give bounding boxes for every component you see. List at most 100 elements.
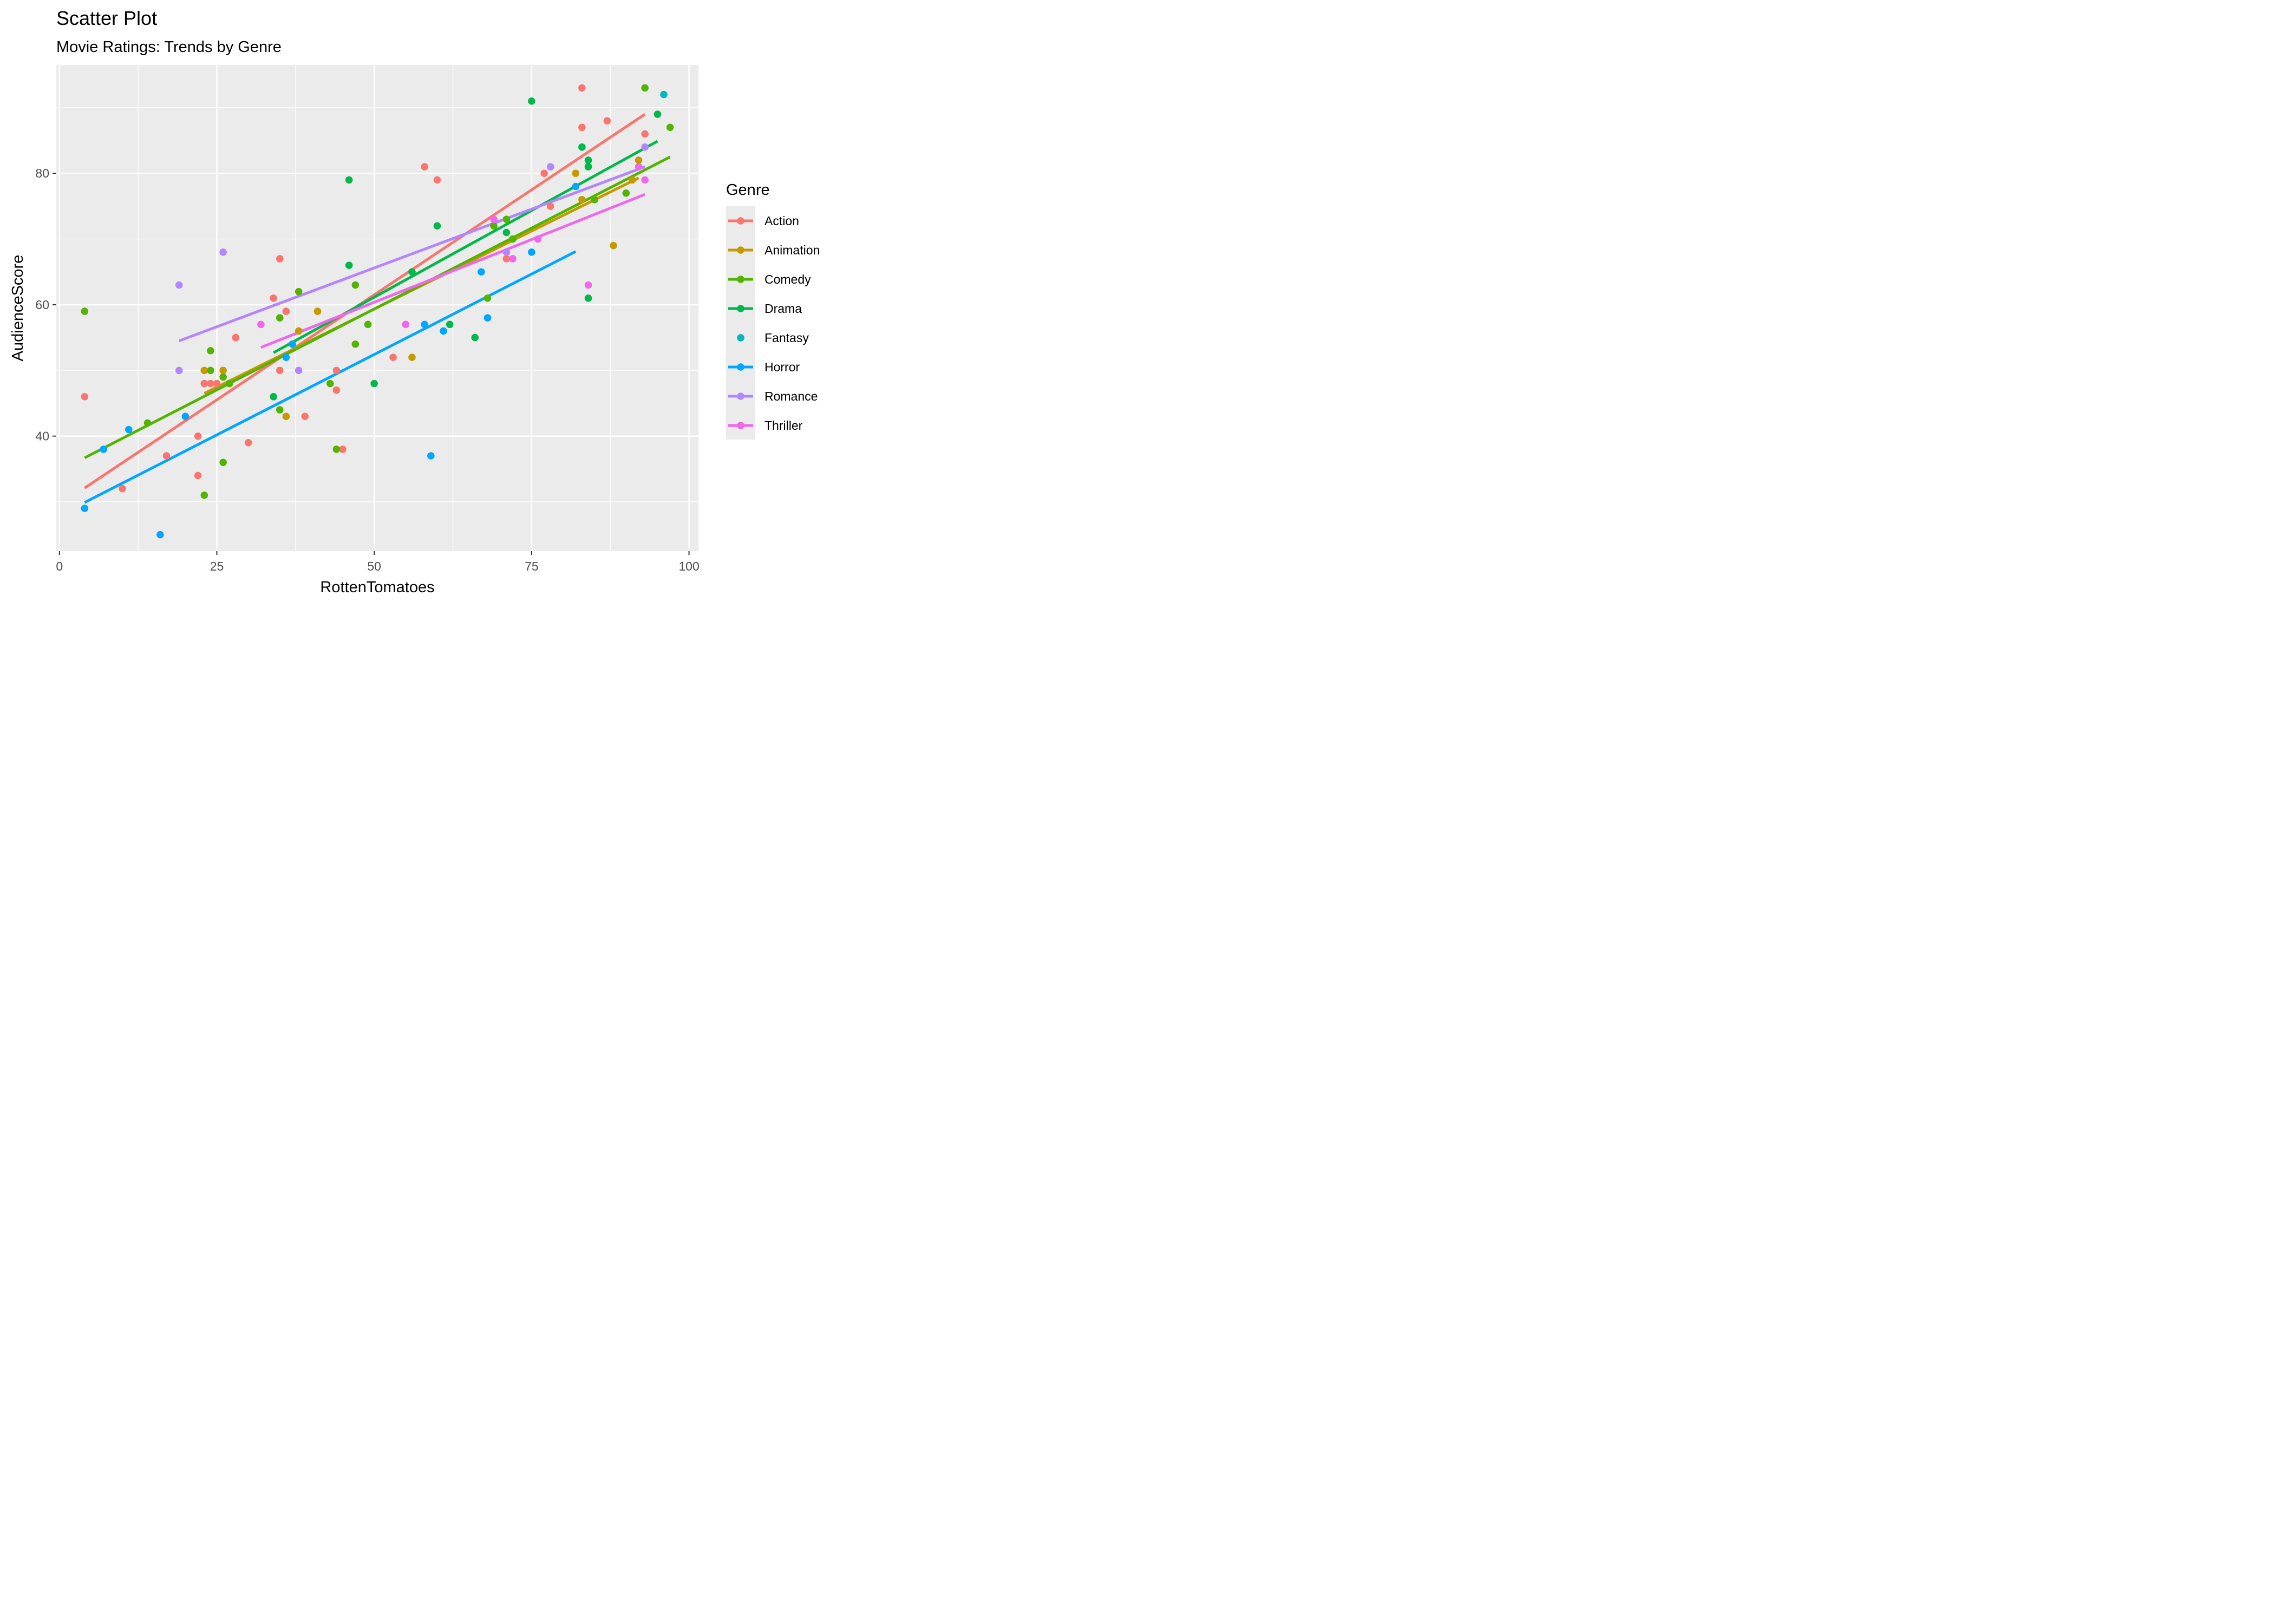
point-drama bbox=[408, 268, 416, 276]
x-tick-label: 100 bbox=[678, 559, 699, 573]
x-axis: 0 25 50 75 100 bbox=[56, 551, 700, 573]
point-thriller bbox=[584, 281, 592, 289]
legend-label-thriller: Thriller bbox=[764, 418, 803, 433]
point-comedy bbox=[351, 340, 360, 348]
legend-label-horror: Horror bbox=[764, 360, 800, 374]
point-animation bbox=[408, 353, 416, 361]
point-action bbox=[276, 255, 284, 263]
point-drama bbox=[370, 379, 378, 388]
point-horror bbox=[572, 182, 580, 191]
point-comedy bbox=[276, 314, 284, 322]
point-horror bbox=[483, 314, 492, 322]
point-action bbox=[194, 432, 202, 440]
legend-label-comedy: Comedy bbox=[764, 272, 811, 286]
point-comedy bbox=[207, 366, 214, 375]
chart-title: Scatter Plot bbox=[56, 7, 157, 29]
point-action bbox=[213, 379, 221, 388]
point-drama bbox=[584, 294, 592, 302]
point-animation bbox=[295, 327, 303, 335]
point-action bbox=[276, 366, 284, 375]
point-drama bbox=[528, 97, 535, 105]
x-tick-label: 25 bbox=[210, 559, 224, 573]
x-axis-title: RottenTomatoes bbox=[320, 579, 434, 596]
point-animation bbox=[629, 176, 636, 184]
point-comedy bbox=[276, 406, 284, 414]
point-thriller bbox=[635, 163, 643, 171]
point-action bbox=[301, 412, 309, 421]
point-comedy bbox=[207, 347, 214, 355]
point-romance bbox=[175, 281, 183, 289]
legend-title: Genre bbox=[726, 181, 770, 199]
point-comedy bbox=[219, 459, 227, 466]
point-horror bbox=[181, 412, 190, 421]
point-action bbox=[578, 123, 586, 132]
point-animation bbox=[572, 169, 580, 178]
point-romance bbox=[175, 366, 183, 375]
point-action bbox=[502, 255, 511, 263]
point-drama bbox=[584, 163, 592, 171]
legend: Genre Action Animation Comedy Drama Fantasy H… bbox=[726, 181, 820, 440]
point-action bbox=[332, 386, 341, 394]
point-thriller bbox=[534, 235, 542, 243]
x-tick-label: 0 bbox=[56, 559, 63, 573]
legend-key-background bbox=[726, 206, 755, 440]
y-axis: 40 60 80 bbox=[35, 166, 56, 443]
point-comedy bbox=[351, 281, 360, 289]
point-animation bbox=[282, 412, 290, 421]
point-action bbox=[421, 163, 429, 171]
point-comedy bbox=[225, 379, 233, 388]
point-thriller bbox=[641, 176, 649, 184]
legend-key-point-romance bbox=[737, 392, 744, 400]
legend-label-drama: Drama bbox=[764, 302, 802, 316]
point-action bbox=[162, 452, 171, 460]
point-animation bbox=[578, 195, 586, 204]
point-animation bbox=[313, 307, 322, 315]
point-comedy bbox=[509, 235, 517, 243]
legend-label-animation: Animation bbox=[764, 243, 820, 257]
legend-key-point-fantasy bbox=[737, 334, 744, 342]
point-drama bbox=[471, 333, 479, 342]
point-drama bbox=[584, 156, 592, 164]
point-horror bbox=[427, 452, 435, 460]
point-romance bbox=[295, 366, 303, 375]
trendline-thriller bbox=[260, 193, 646, 349]
point-drama bbox=[433, 222, 441, 230]
legend-key-point-thriller bbox=[737, 422, 744, 429]
point-drama bbox=[502, 228, 511, 237]
point-horror bbox=[81, 505, 89, 512]
point-comedy bbox=[591, 195, 598, 204]
point-horror bbox=[100, 446, 108, 453]
trendline-romance bbox=[178, 165, 646, 343]
point-action bbox=[81, 393, 89, 401]
x-tick-label: 75 bbox=[525, 559, 539, 573]
point-action bbox=[540, 169, 548, 178]
point-action bbox=[641, 130, 649, 138]
point-romance bbox=[219, 248, 227, 256]
point-action bbox=[578, 84, 586, 92]
legend-label-romance: Romance bbox=[764, 389, 818, 403]
point-comedy bbox=[641, 84, 649, 92]
point-action bbox=[332, 366, 341, 375]
point-romance bbox=[502, 248, 511, 256]
point-action bbox=[207, 379, 214, 388]
point-comedy bbox=[502, 215, 511, 223]
point-action bbox=[389, 353, 397, 361]
point-comedy bbox=[483, 294, 492, 302]
point-comedy bbox=[219, 373, 227, 381]
point-action bbox=[119, 484, 126, 493]
point-thriller bbox=[402, 320, 410, 329]
point-action bbox=[433, 176, 441, 184]
point-comedy bbox=[332, 446, 341, 453]
point-comedy bbox=[200, 492, 208, 499]
chart-subtitle: Movie Ratings: Trends by Genre bbox=[56, 38, 282, 56]
point-fantasy bbox=[660, 90, 668, 99]
point-drama bbox=[578, 143, 586, 151]
point-action bbox=[200, 379, 208, 388]
point-drama bbox=[654, 110, 662, 118]
point-action bbox=[244, 438, 252, 447]
y-tick-label: 60 bbox=[35, 298, 49, 312]
point-romance bbox=[641, 143, 649, 151]
data-points bbox=[81, 84, 674, 539]
grid-minor bbox=[56, 65, 698, 551]
point-comedy bbox=[622, 189, 630, 197]
